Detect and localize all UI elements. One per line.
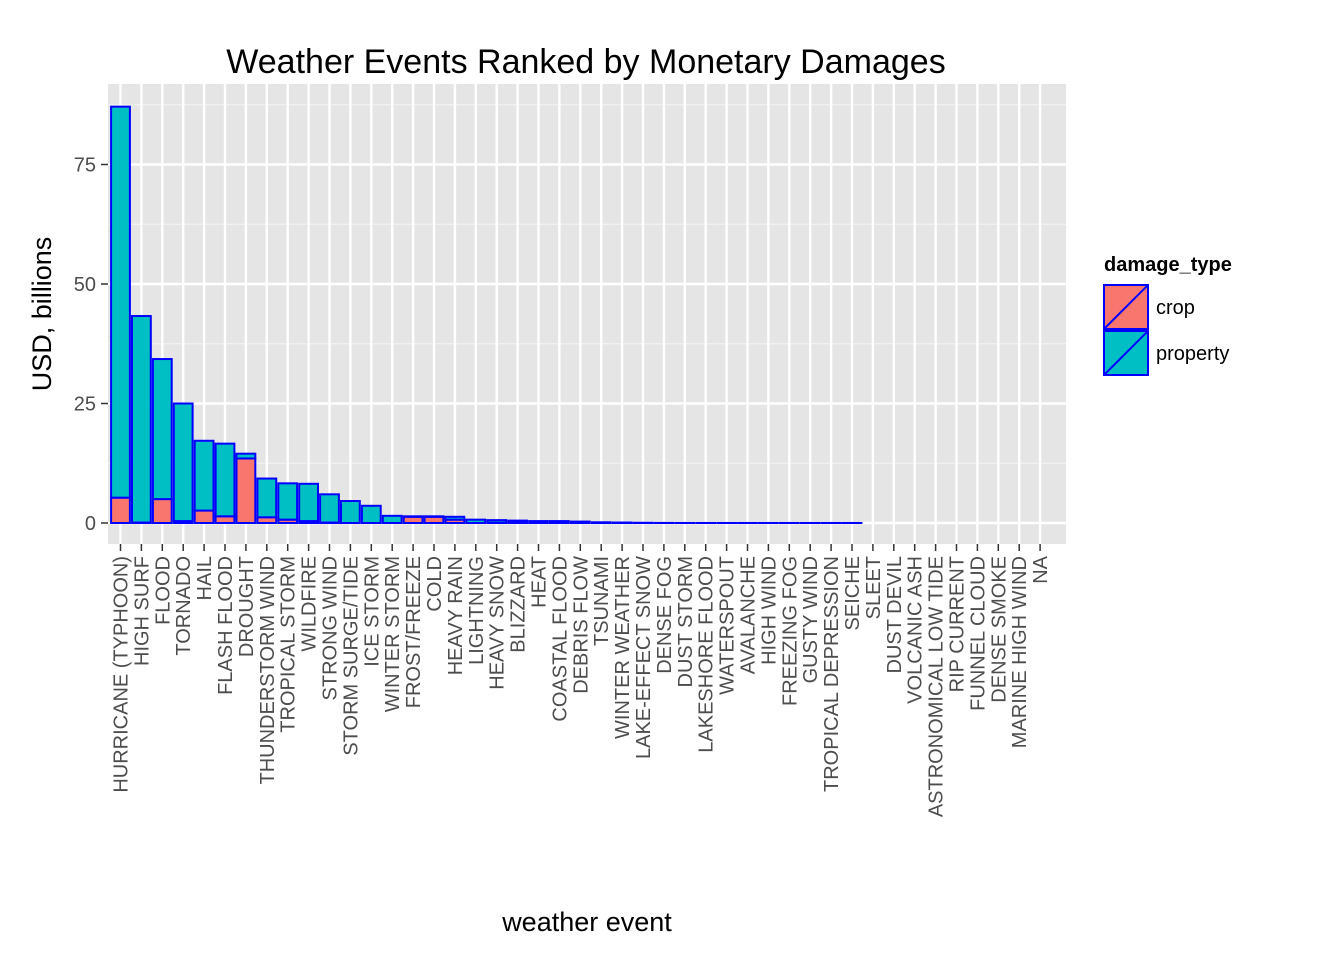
x-tick-label: WATERSPOUT (717, 556, 739, 695)
bar-property (319, 493, 340, 524)
bar-crop (235, 457, 257, 524)
bar-crop (193, 509, 215, 524)
bar-property (569, 520, 591, 524)
y-tick-label: 0 (85, 513, 96, 535)
x-tick-label: FROST/FREEZE (403, 556, 425, 708)
x-tick-label: DENSE FOG (654, 556, 676, 674)
bar-property (340, 500, 361, 524)
x-tick-label: LAKE-EFFECT SNOW (633, 556, 655, 759)
bar-property (256, 477, 278, 519)
x-tick-label: TROPICAL STORM (278, 556, 300, 733)
bar-crop (151, 498, 173, 525)
x-tick-label: TSUNAMI (591, 556, 613, 646)
legend-key-slash (1103, 284, 1149, 330)
x-tick-label: HEAVY SNOW (487, 556, 509, 690)
y-axis-title: USD, billions (27, 237, 57, 392)
x-tick-label: STRONG WIND (320, 556, 342, 700)
bar-property (507, 519, 529, 524)
bar-property (151, 358, 173, 501)
x-tick-label: NA (1030, 555, 1052, 583)
x-tick-label: MARINE HIGH WIND (1009, 556, 1031, 748)
bar-property (214, 442, 236, 518)
x-axis: HURRICANE (TYPHOON)HIGH SURFFLOODTORNADO… (111, 544, 1052, 817)
y-tick-label: 50 (74, 274, 96, 296)
x-tick-label: LIGHTNING (466, 556, 488, 665)
legend: damage_type crop property (1103, 254, 1232, 376)
x-tick-label: ICE STORM (361, 556, 383, 667)
x-tick-label: COASTAL FLOOD (549, 556, 571, 722)
y-tick-label: 75 (74, 155, 96, 177)
legend-label-crop: crop (1156, 297, 1195, 319)
x-tick-label: HAIL (194, 556, 216, 600)
x-tick-label: TROPICAL DEPRESSION (821, 556, 843, 792)
bar-crop (214, 515, 236, 524)
x-tick-label: SLEET (863, 556, 885, 619)
bar-property (277, 482, 299, 521)
x-tick-label: VOLCANIC ASH (905, 556, 927, 704)
legend-key-slash (1103, 330, 1149, 376)
x-tick-label: DUST STORM (675, 556, 697, 688)
x-tick-label: WILDFIRE (299, 556, 321, 652)
x-tick-label: HEAVY RAIN (445, 556, 467, 675)
x-tick-label: FREEZING FOG (779, 556, 801, 706)
x-tick-label: THUNDERSTORM WIND (257, 556, 279, 785)
x-tick-label: STORM SURGE/TIDE (340, 556, 362, 756)
x-tick-label: RIP CURRENT (947, 556, 969, 692)
x-tick-label: FLOOD (152, 556, 174, 625)
x-tick-label: AVALANCHE (738, 556, 760, 674)
x-tick-label: FUNNEL CLOUD (967, 556, 989, 711)
x-tick-label: DROUGHT (236, 556, 258, 657)
bar-property (549, 520, 570, 525)
x-axis-title: weather event (501, 907, 672, 937)
x-tick-label: SEICHE (842, 556, 864, 630)
x-tick-label: ASTRONOMICAL LOW TIDE (926, 556, 948, 817)
bar-crop (110, 496, 131, 524)
x-tick-label: DEBRIS FLOW (570, 556, 592, 694)
bar-property (381, 514, 403, 525)
bar-property (172, 402, 194, 523)
bar-property (465, 518, 487, 524)
bar-layer (110, 105, 863, 525)
bar-property (193, 439, 215, 512)
bar-property (298, 482, 320, 523)
x-tick-label: DUST DEVIL (884, 556, 906, 673)
x-tick-label: TORNADO (173, 556, 195, 656)
chart-title: Weather Events Ranked by Monetary Damage… (226, 43, 945, 81)
y-tick-label: 25 (74, 394, 96, 416)
y-axis: 0 25 50 75 (74, 155, 108, 535)
x-tick-label: WINTER STORM (382, 556, 404, 712)
x-tick-label: COLD (424, 556, 446, 612)
x-tick-label: LAKESHORE FLOOD (696, 556, 718, 753)
x-tick-label: WINTER WEATHER (612, 556, 634, 739)
x-tick-label: HIGH WIND (758, 556, 780, 665)
x-tick-label: HEAT (529, 556, 551, 608)
bar-property (235, 452, 257, 460)
x-tick-label: DENSE SMOKE (988, 556, 1010, 703)
bar-property (444, 515, 466, 521)
bar-property (360, 504, 382, 524)
bar-property (131, 315, 152, 524)
x-tick-label: HIGH SURF (131, 556, 153, 666)
legend-title: damage_type (1104, 254, 1232, 276)
bar-property (110, 105, 131, 499)
x-tick-label: BLIZZARD (508, 556, 530, 653)
bar-crop (528, 520, 549, 525)
bar-property (590, 521, 612, 525)
legend-label-property: property (1156, 343, 1229, 365)
x-tick-label: FLASH FLOOD (215, 556, 237, 695)
x-tick-label: GUSTY WIND (800, 556, 822, 683)
bar-property (486, 519, 508, 524)
x-tick-label: HURRICANE (TYPHOON) (111, 556, 133, 793)
